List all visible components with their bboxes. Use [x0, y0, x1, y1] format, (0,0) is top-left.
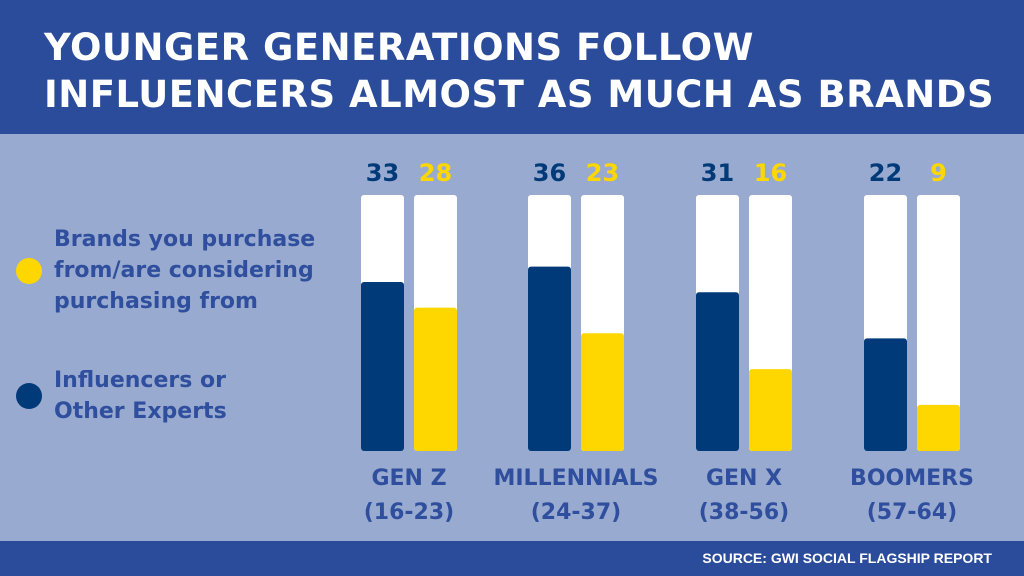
value-label-millennials-influencers: 36 — [533, 159, 566, 187]
bar-millennials-brands — [581, 333, 624, 451]
legend-label-influencers: Influencers or Other Experts — [54, 365, 227, 427]
legend-brands-line-1: Brands you purchase — [54, 227, 316, 252]
value-label-gen-z-brands: 28 — [419, 159, 452, 187]
source-note: SOURCE: GWI SOCIAL FLAGSHIP REPORT — [702, 550, 992, 566]
bar-gen-x-brands — [749, 369, 792, 451]
bar-gen-z-brands — [414, 307, 457, 451]
legend-brands-line-3: purchasing from — [54, 289, 258, 314]
bar-gen-z-influencers — [361, 282, 404, 451]
legend-brands-line-2: from/are considering — [54, 258, 314, 283]
bar-boomers-influencers — [864, 338, 907, 451]
category-range-gen-z: (16-23) — [364, 500, 454, 525]
title-line-1: YOUNGER GENERATIONS FOLLOW — [44, 26, 754, 69]
value-label-gen-x-brands: 16 — [754, 159, 787, 187]
footer-banner: SOURCE: GWI SOCIAL FLAGSHIP REPORT — [0, 541, 1024, 576]
value-label-boomers-influencers: 22 — [869, 159, 902, 187]
legend-label-brands: Brands you purchase from/are considering… — [54, 224, 315, 317]
value-label-gen-x-influencers: 31 — [701, 159, 734, 187]
category-label-gen-x: GEN X — [706, 466, 782, 491]
chart-title: YOUNGER GENERATIONS FOLLOW INFLUENCERS A… — [44, 24, 994, 118]
bar-track-boomers-brands — [917, 195, 960, 451]
legend-item-brands: Brands you purchase from/are considering… — [16, 224, 315, 317]
header-banner: YOUNGER GENERATIONS FOLLOW INFLUENCERS A… — [0, 0, 1024, 134]
bar-millennials-influencers — [528, 266, 571, 451]
title-line-2: INFLUENCERS ALMOST AS MUCH AS BRANDS — [44, 73, 995, 116]
legend-dot-influencers — [16, 383, 42, 409]
category-label-millennials: MILLENNIALS — [493, 466, 658, 491]
legend-influencers-line-1: Influencers or — [54, 368, 226, 393]
category-range-gen-x: (38-56) — [699, 500, 789, 525]
value-label-boomers-brands: 9 — [930, 159, 947, 187]
bar-boomers-brands — [917, 404, 960, 451]
bar-gen-x-influencers — [696, 292, 739, 451]
category-range-boomers: (57-64) — [867, 500, 957, 525]
category-label-gen-z: GEN Z — [371, 466, 446, 491]
legend-influencers-line-2: Other Experts — [54, 399, 227, 424]
legend-dot-brands — [16, 257, 42, 284]
value-label-gen-z-influencers: 33 — [366, 159, 399, 187]
category-range-millennials: (24-37) — [531, 500, 621, 525]
legend-item-influencers: Influencers or Other Experts — [16, 365, 227, 427]
value-label-millennials-brands: 23 — [586, 159, 619, 187]
category-label-boomers: BOOMERS — [850, 466, 974, 491]
